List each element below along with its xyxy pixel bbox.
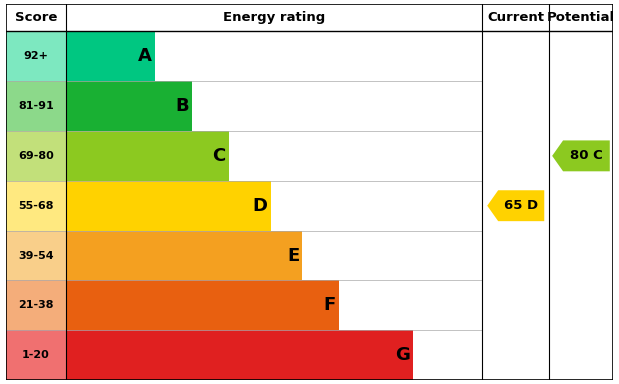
Text: C: C [212, 147, 225, 165]
Text: 65 D: 65 D [504, 199, 539, 212]
Polygon shape [487, 190, 544, 221]
Bar [66, 231, 302, 280]
Bar [6, 81, 66, 131]
Bar [6, 31, 66, 81]
Text: F: F [324, 296, 336, 314]
Text: A: A [138, 47, 152, 65]
Text: 21-38: 21-38 [18, 300, 54, 310]
Text: G: G [395, 346, 410, 364]
Text: Current: Current [487, 11, 544, 24]
Bar [6, 131, 66, 181]
Text: B: B [175, 97, 189, 115]
Text: E: E [287, 247, 299, 265]
Bar [6, 181, 66, 231]
Bar [66, 181, 271, 231]
Text: Energy rating: Energy rating [223, 11, 325, 24]
Polygon shape [552, 141, 610, 171]
Text: Score: Score [15, 11, 57, 24]
Text: Potential: Potential [547, 11, 615, 24]
Text: 55-68: 55-68 [18, 201, 54, 211]
Bar [66, 81, 192, 131]
Bar [66, 330, 413, 380]
Bar [66, 131, 228, 181]
Text: 39-54: 39-54 [18, 250, 54, 261]
Bar [66, 280, 339, 330]
Text: 69-80: 69-80 [18, 151, 54, 161]
Bar [6, 231, 66, 280]
Text: 81-91: 81-91 [18, 101, 54, 111]
Bar [6, 330, 66, 380]
Text: 92+: 92+ [24, 51, 48, 61]
Text: 80 C: 80 C [570, 149, 603, 162]
Bar [6, 280, 66, 330]
Text: 1-20: 1-20 [22, 350, 50, 360]
Text: D: D [253, 197, 267, 215]
Bar [66, 31, 155, 81]
